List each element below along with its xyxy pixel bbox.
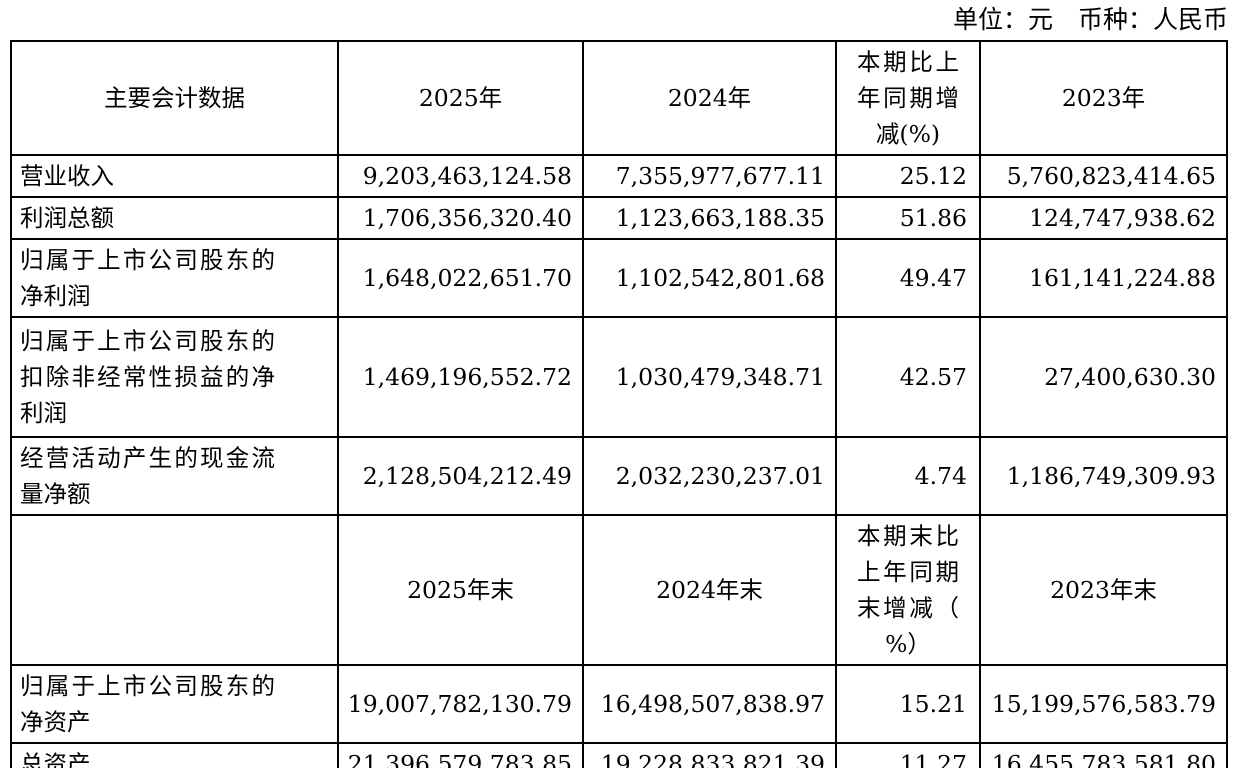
value-2023-cell: 161,141,224.88 [979,238,1228,318]
header-2025-yearend: 2025年末 [337,514,584,666]
value-2025-cell: 2,128,504,212.49 [337,436,584,516]
value-2024-cell: 1,123,663,188.35 [582,196,837,240]
value-2024-cell: 1,030,479,348.71 [582,316,837,438]
header-2023-yearend: 2023年末 [979,514,1228,666]
change-percent-cell: 51.86 [835,196,981,240]
change-percent-cell: 49.47 [835,238,981,318]
value-2023-cell: 16,455,783,581.80 [979,742,1228,768]
header-2024-yearend: 2024年末 [582,514,837,666]
change-percent-cell: 25.12 [835,154,981,198]
header-2024: 2024年 [582,40,837,156]
metric-label-cell: 总资产 [10,742,339,768]
value-2024-cell: 16,498,507,838.97 [582,664,837,744]
header-metric-empty [10,514,339,666]
table-row-operating-cash-flow: 经营活动产生的现金流量净额 2,128,504,212.49 2,032,230… [10,436,1228,516]
value-2025-cell: 1,469,196,552.72 [337,316,584,438]
value-2023-cell: 27,400,630.30 [979,316,1228,438]
header-yearend-change-percent: 本期末比上年同期末增减（%） [835,514,981,666]
header-2023: 2023年 [979,40,1228,156]
value-2025-cell: 1,706,356,320.40 [337,196,584,240]
value-2024-cell: 7,355,977,677.11 [582,154,837,198]
table-header-row-annual: 主要会计数据 2025年 2024年 本期比上年同期增减(%) 2023年 [10,40,1228,156]
value-2025-cell: 21,396,579,783.85 [337,742,584,768]
metric-label-cell: 营业收入 [10,154,339,198]
value-2024-cell: 1,102,542,801.68 [582,238,837,318]
header-change-percent: 本期比上年同期增减(%) [835,40,981,156]
metric-label-cell: 归属于上市公司股东的净利润 [10,238,339,318]
value-2024-cell: 19,228,833,821.39 [582,742,837,768]
header-metric: 主要会计数据 [10,40,339,156]
table-row-net-assets-attributable: 归属于上市公司股东的净资产 19,007,782,130.79 16,498,5… [10,664,1228,744]
value-2025-cell: 9,203,463,124.58 [337,154,584,198]
unit-currency-note: 单位：元 币种：人民币 [952,5,1228,34]
metric-label-cell: 归属于上市公司股东的净资产 [10,664,339,744]
table-header-row-yearend: 2025年末 2024年末 本期末比上年同期末增减（%） 2023年末 [10,514,1228,666]
header-2025: 2025年 [337,40,584,156]
value-2023-cell: 5,760,823,414.65 [979,154,1228,198]
table-row-net-profit-excl-nonrecurring: 归属于上市公司股东的扣除非经常性损益的净利润 1,469,196,552.72 … [10,316,1228,438]
table-row-total-profit: 利润总额 1,706,356,320.40 1,123,663,188.35 5… [10,196,1228,240]
value-2025-cell: 1,648,022,651.70 [337,238,584,318]
metric-label-cell: 归属于上市公司股东的扣除非经常性损益的净利润 [10,316,339,438]
value-2025-cell: 19,007,782,130.79 [337,664,584,744]
change-percent-cell: 4.74 [835,436,981,516]
table-row-net-profit-attributable: 归属于上市公司股东的净利润 1,648,022,651.70 1,102,542… [10,238,1228,318]
value-2023-cell: 124,747,938.62 [979,196,1228,240]
metric-label-cell: 经营活动产生的现金流量净额 [10,436,339,516]
change-percent-cell: 15.21 [835,664,981,744]
metric-label-cell: 利润总额 [10,196,339,240]
change-percent-cell: 42.57 [835,316,981,438]
change-percent-cell: 11.27 [835,742,981,768]
value-2023-cell: 15,199,576,583.79 [979,664,1228,744]
table-row-total-assets: 总资产 21,396,579,783.85 19,228,833,821.39 … [10,742,1228,768]
value-2024-cell: 2,032,230,237.01 [582,436,837,516]
table-row-operating-revenue: 营业收入 9,203,463,124.58 7,355,977,677.11 2… [10,154,1228,198]
key-accounting-data-table: 主要会计数据 2025年 2024年 本期比上年同期增减(%) 2023年 营业… [10,40,1228,768]
value-2023-cell: 1,186,749,309.93 [979,436,1228,516]
